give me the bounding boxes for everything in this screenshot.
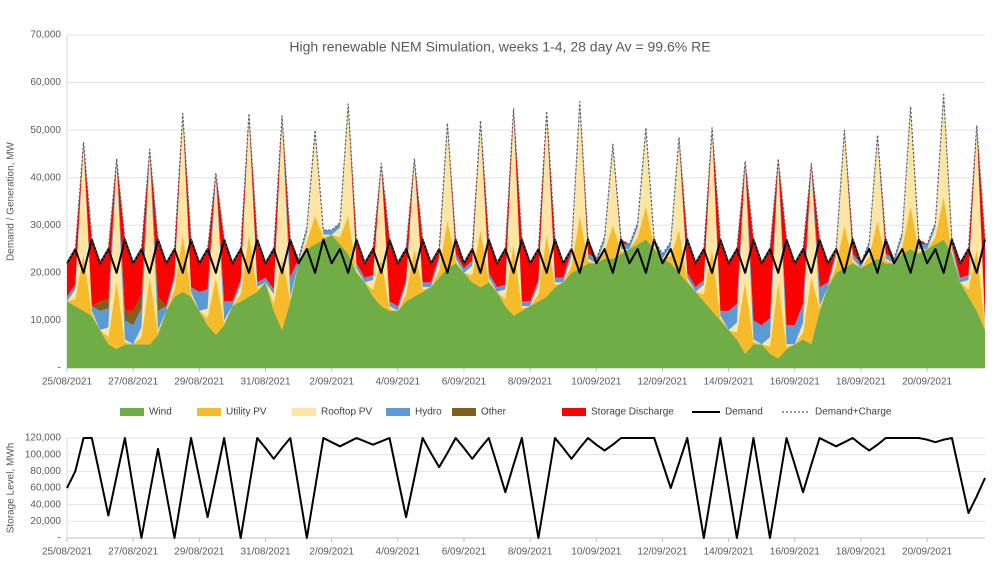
area [67,196,985,359]
x-tick-label: 12/09/2021 [637,547,687,558]
area [67,94,985,345]
legend-label: Demand+Charge [815,407,892,418]
y-tick-label: 100,000 [25,449,62,460]
y-tick-label: 60,000 [30,77,61,88]
y-tick-label: 70,000 [30,30,61,41]
x-tick-label: 2/09/2021 [309,547,354,558]
y-tick-label: 60,000 [30,483,61,494]
x-tick-label: 29/08/2021 [174,547,224,558]
x-tick-label: 16/09/2021 [770,547,820,558]
x-tick-label: 31/08/2021 [240,377,290,388]
legend-swatch [386,408,410,416]
y-tick-label: - [58,533,61,544]
x-tick-label: 20/09/2021 [902,547,952,558]
x-tick-label: 25/08/2021 [42,377,92,388]
legend-label: Utility PV [226,407,267,418]
legend-label: Other [481,407,507,418]
x-tick-label: 4/09/2021 [376,377,421,388]
area [67,94,985,326]
chart-title: High renewable NEM Simulation, weeks 1-4… [289,39,710,55]
area [67,94,985,326]
x-tick-label: 25/08/2021 [42,547,92,558]
y-tick-label: 40,000 [30,499,61,510]
legend-swatch [562,408,586,416]
x-tick-label: 16/09/2021 [770,377,820,388]
legend-swatch [197,408,221,416]
x-tick-label: 10/09/2021 [571,547,621,558]
line [66,238,986,274]
x-tick-label: 18/09/2021 [836,377,886,388]
x-tick-label: 29/08/2021 [174,377,224,388]
y-tick-label: 120,000 [25,433,62,444]
x-tick-label: 27/08/2021 [108,547,158,558]
y-tick-label: 80,000 [30,466,61,477]
x-tick-label: 8/09/2021 [508,547,553,558]
x-tick-label: 6/09/2021 [442,547,487,558]
y-tick-label: 10,000 [30,315,61,326]
y-axis-label: Storage Level, MWh [6,443,17,534]
x-tick-label: 4/09/2021 [376,547,421,558]
x-tick-label: 31/08/2021 [240,547,290,558]
legend-swatch [452,408,476,416]
x-tick-label: 8/09/2021 [508,377,553,388]
y-tick-label: - [58,363,61,374]
legend-label: Hydro [415,407,442,418]
y-tick-label: 40,000 [30,172,61,183]
area [67,234,985,368]
y-tick-label: 30,000 [30,220,61,231]
y-tick-label: 20,000 [30,267,61,278]
legend-label: Demand [725,407,763,418]
legend-label: Storage Discharge [591,407,674,418]
legend-label: Rooftop PV [321,407,372,418]
y-tick-label: 20,000 [30,516,61,527]
x-tick-label: 12/09/2021 [637,377,687,388]
legend-label: Wind [149,407,172,418]
x-tick-label: 18/09/2021 [836,547,886,558]
x-tick-label: 2/09/2021 [309,377,354,388]
x-tick-label: 27/08/2021 [108,377,158,388]
x-tick-label: 10/09/2021 [571,377,621,388]
x-tick-label: 6/09/2021 [442,377,487,388]
x-tick-label: 20/09/2021 [902,377,952,388]
line [66,437,986,539]
y-axis-label: Demand / Generation, MW [6,141,17,260]
x-tick-label: 14/09/2021 [704,377,754,388]
area [67,99,985,347]
legend-swatch [292,408,316,416]
legend-swatch [120,408,144,416]
x-tick-label: 14/09/2021 [704,547,754,558]
y-tick-label: 50,000 [30,125,61,136]
